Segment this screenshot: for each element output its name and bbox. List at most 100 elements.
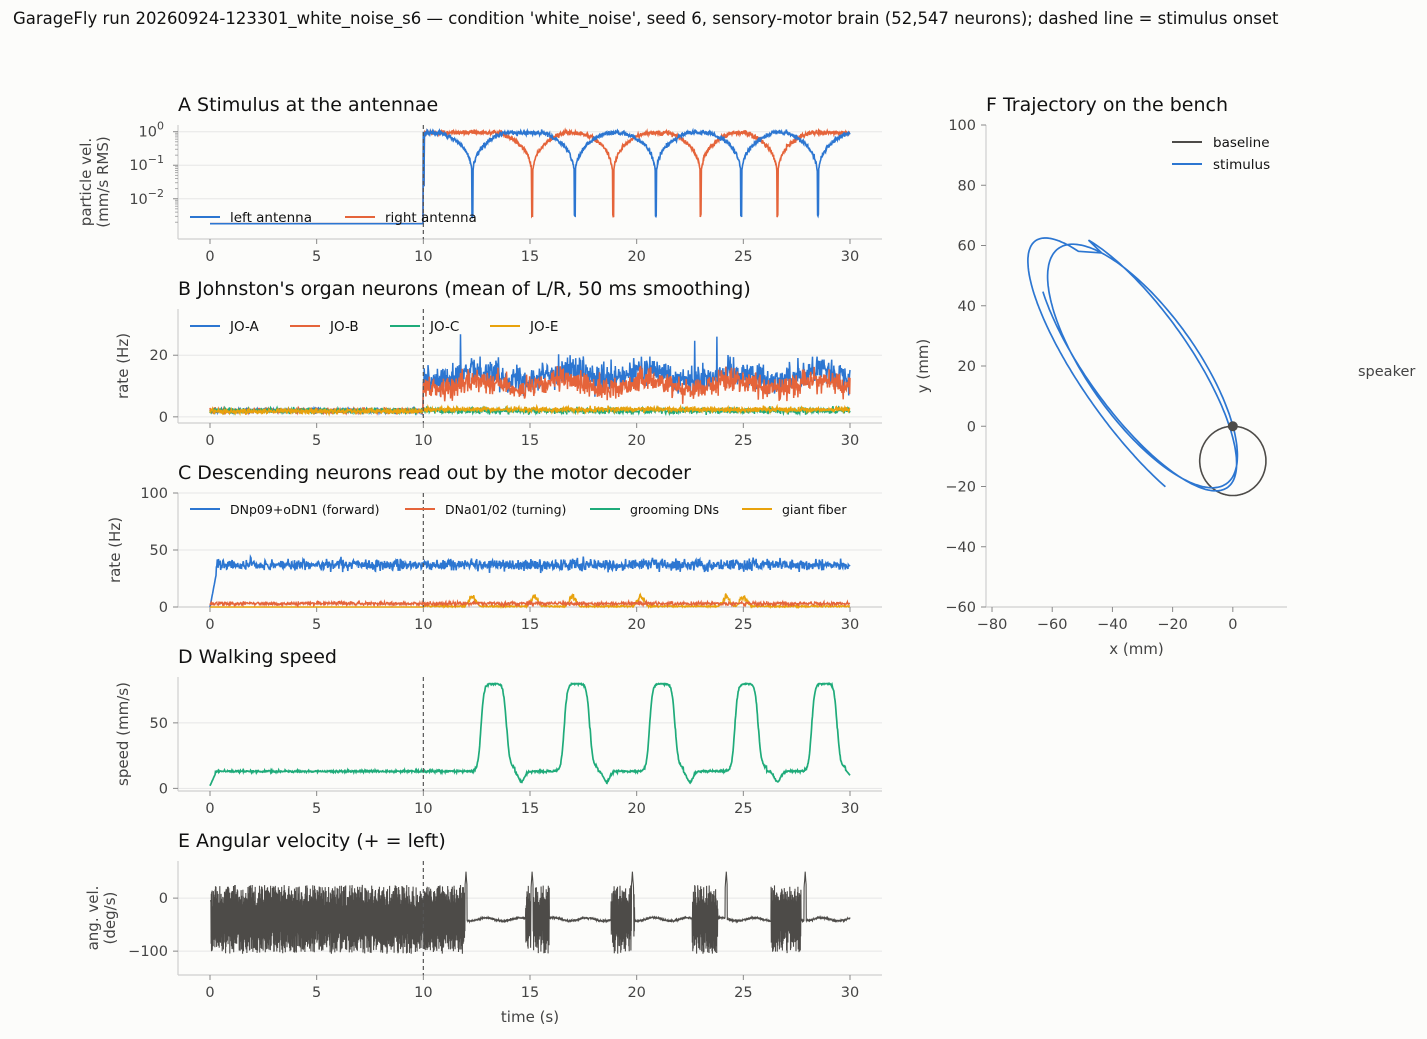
y-tick-label: 0 xyxy=(159,410,168,426)
x-tick-label: 5 xyxy=(312,801,321,817)
trajectory-stimulus xyxy=(1027,237,1239,492)
legend-entry: giant fiber xyxy=(782,502,847,517)
legend-entry: JO-A xyxy=(229,319,260,335)
y-tick-label: 20 xyxy=(150,348,168,364)
x-tick-label: 15 xyxy=(521,433,539,449)
x-tick-label: −20 xyxy=(1157,617,1188,633)
series-line-JO-E xyxy=(209,403,851,417)
series-line-forward xyxy=(209,553,851,608)
x-tick-label: 30 xyxy=(841,801,859,817)
y-tick-label: 50 xyxy=(150,716,168,732)
y-axis-label: particle vel.(mm/s RMS) xyxy=(77,136,112,227)
x-tick-label: 0 xyxy=(205,985,214,1001)
series-line-speed xyxy=(209,681,851,787)
x-tick-label: 15 xyxy=(521,249,539,265)
y-tick-label: −20 xyxy=(945,480,976,496)
start-point-marker xyxy=(1227,421,1238,432)
legend-entry: grooming DNs xyxy=(630,502,719,517)
x-tick-label: 25 xyxy=(734,985,752,1001)
x-tick-label: 30 xyxy=(841,249,859,265)
y-axis-label-line: y (mm) xyxy=(914,339,932,394)
legend-entry: left antenna xyxy=(230,210,312,226)
legend-entry: stimulus xyxy=(1213,157,1270,173)
legend-entry: baseline xyxy=(1213,135,1270,151)
legend-entry: DNa01/02 (turning) xyxy=(445,502,566,517)
y-tick-label: 100 xyxy=(139,120,164,141)
x-tick-label: 10 xyxy=(414,617,432,633)
panel-title-B: B Johnston's organ neurons (mean of L/R,… xyxy=(178,278,751,300)
series-line-turning xyxy=(209,598,851,608)
legend-entry: right antenna xyxy=(385,210,477,226)
x-tick-label: 10 xyxy=(414,801,432,817)
y-tick-label: −40 xyxy=(945,540,976,556)
legend-entry: JO-E xyxy=(529,319,558,335)
x-tick-label: 10 xyxy=(414,249,432,265)
x-tick-label: 30 xyxy=(841,433,859,449)
x-tick-label: 0 xyxy=(1228,617,1237,633)
x-tick-label: −60 xyxy=(1037,617,1068,633)
x-tick-label: 0 xyxy=(205,249,214,265)
y-axis-label-line: particle vel. xyxy=(77,138,95,226)
panel-title-C: C Descending neurons read out by the mot… xyxy=(178,462,691,484)
y-tick-label: 100 xyxy=(140,486,168,502)
y-axis-label-line: ang. vel. xyxy=(84,886,102,951)
y-axis-label-line: (deg/s) xyxy=(101,892,119,945)
y-tick-label: 0 xyxy=(159,600,168,616)
y-tick-exponent: −1 xyxy=(148,153,164,166)
x-tick-label: 5 xyxy=(312,433,321,449)
y-tick-label: 60 xyxy=(958,239,976,255)
x-tick-label: −80 xyxy=(977,617,1008,633)
y-tick-label: 100 xyxy=(948,118,976,134)
trajectory-baseline xyxy=(1198,425,1267,497)
x-axis-label: time (s) xyxy=(501,1008,559,1026)
y-tick-label: 80 xyxy=(958,178,976,194)
panel-title-F: F Trajectory on the bench xyxy=(986,94,1228,116)
legend-entry: JO-C xyxy=(429,319,459,335)
panel-B: B Johnston's organ neurons (mean of L/R,… xyxy=(114,278,882,449)
x-tick-label: 0 xyxy=(205,617,214,633)
x-tick-label: 20 xyxy=(627,433,645,449)
y-tick-exponent: −2 xyxy=(148,187,164,200)
y-tick-exponent: 0 xyxy=(157,120,164,133)
series-line-JO-A xyxy=(209,334,851,416)
series-line-left-antenna xyxy=(210,127,851,225)
x-tick-label: −40 xyxy=(1097,617,1128,633)
y-tick-label: −100 xyxy=(128,944,168,960)
panel-title-E: E Angular velocity (+ = left) xyxy=(178,830,446,852)
y-tick-label: 50 xyxy=(150,543,168,559)
x-tick-label: 0 xyxy=(205,433,214,449)
x-axis-label: x (mm) xyxy=(1109,640,1164,658)
y-tick-label: 0 xyxy=(967,419,976,435)
x-tick-label: 20 xyxy=(627,801,645,817)
panel-E: E Angular velocity (+ = left) 0 5 10 15 20 25 3… xyxy=(84,830,882,1026)
x-tick-label: 25 xyxy=(734,249,752,265)
panel-A: A Stimulus at the antennae 0 5 10 15 20 25 30 10… xyxy=(77,94,882,265)
y-tick-label: 10−1 xyxy=(129,153,164,174)
x-tick-label: 5 xyxy=(312,249,321,265)
y-axis-label-line: (mm/s RMS) xyxy=(94,136,112,227)
panel-D: D Walking speed 0 5 10 15 20 25 30 0 50 speed (mm/… xyxy=(114,646,882,817)
x-tick-label: 25 xyxy=(734,801,752,817)
x-tick-label: 30 xyxy=(841,985,859,1001)
x-tick-label: 30 xyxy=(841,617,859,633)
y-tick-label: 20 xyxy=(958,359,976,375)
speaker-annotation: speaker xyxy=(1358,364,1415,380)
x-tick-label: 20 xyxy=(627,617,645,633)
series-line-JO-B xyxy=(209,365,851,416)
x-tick-label: 5 xyxy=(312,617,321,633)
series-line-angular-velocity xyxy=(210,871,851,954)
x-tick-label: 25 xyxy=(734,617,752,633)
legend-entry: DNp09+oDN1 (forward) xyxy=(230,502,380,517)
y-tick-label: 40 xyxy=(958,299,976,315)
x-tick-label: 20 xyxy=(627,985,645,1001)
x-tick-label: 15 xyxy=(521,617,539,633)
panel-C: C Descending neurons read out by the mot… xyxy=(106,462,882,633)
y-tick-label: 0 xyxy=(159,891,168,907)
y-axis-label-line: rate (Hz) xyxy=(106,517,124,583)
x-tick-label: 25 xyxy=(734,433,752,449)
y-axis-label-line: speed (mm/s) xyxy=(114,682,132,786)
panel-title-A: A Stimulus at the antennae xyxy=(178,94,438,116)
y-axis-label: rate (Hz) xyxy=(114,333,132,399)
y-tick-base: 10 xyxy=(129,158,147,174)
